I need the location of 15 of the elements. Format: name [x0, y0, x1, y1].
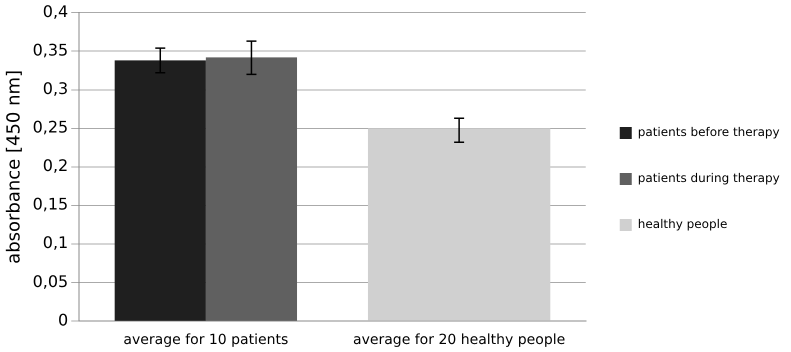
legend-label: healthy people — [638, 217, 728, 232]
legend-label: patients before therapy — [638, 125, 780, 140]
y-tick-label: 0,4 — [42, 2, 68, 21]
legend-label: patients during therapy — [638, 171, 780, 186]
y-tick-label: 0,05 — [32, 272, 68, 291]
x-tick-label: average for 10 patients — [123, 332, 288, 348]
y-tick-label: 0,15 — [32, 194, 68, 214]
y-axis-title: absorbance [450 nm] — [3, 70, 24, 264]
y-tick-label: 0,3 — [42, 78, 68, 98]
y-tick-label: 0,25 — [32, 117, 68, 136]
y-tick-label: 0 — [58, 310, 68, 330]
y-tick-label: 0,2 — [42, 156, 68, 176]
x-tick-label: average for 20 healthy people — [352, 332, 566, 348]
y-tick-label: 0,35 — [32, 40, 68, 60]
y-tick-label: 0,1 — [42, 233, 68, 252]
